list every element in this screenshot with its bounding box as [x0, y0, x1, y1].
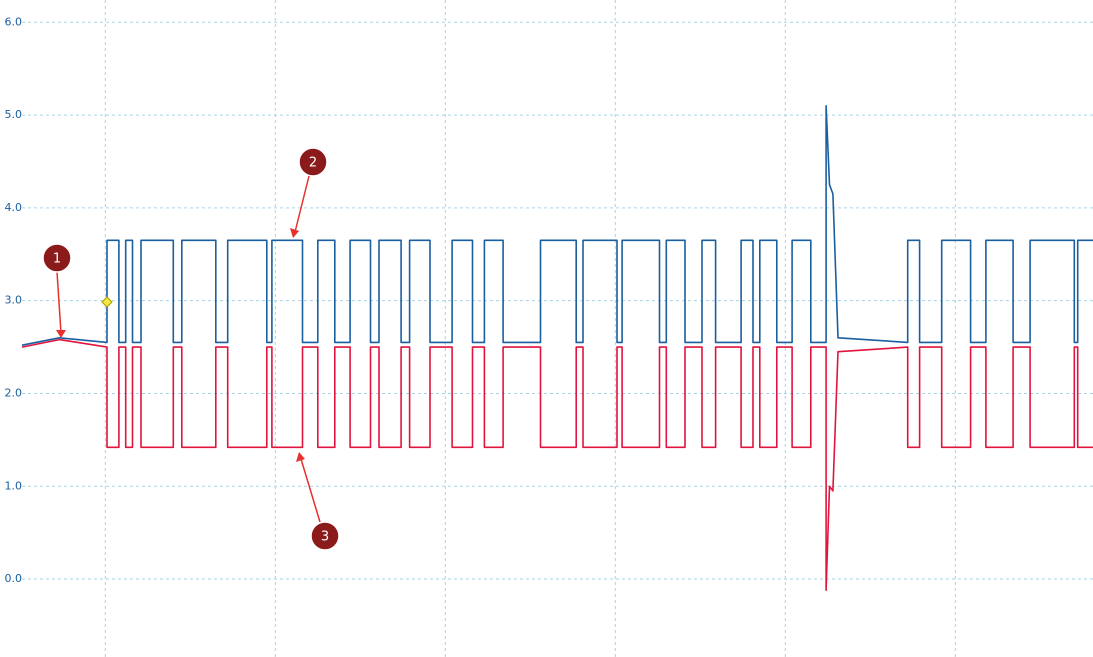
annotation-label: 3 [321, 530, 329, 545]
y-tick-label: 3.0 [5, 294, 23, 307]
annotation-label: 1 [53, 252, 61, 267]
arrow-head [56, 330, 66, 338]
y-tick-label: 0.0 [5, 572, 23, 585]
annotation: 3 [296, 452, 340, 551]
annotation-label: 2 [309, 156, 317, 171]
trace [21, 105, 1093, 346]
annotation-arrow [294, 175, 310, 233]
annotation: 1 [42, 243, 72, 338]
annotation-badge [42, 243, 72, 273]
y-tick-label: 4.0 [5, 201, 23, 214]
annotation-badge [298, 147, 328, 177]
y-tick-label: 2.0 [5, 386, 23, 399]
arrow-head [296, 452, 305, 462]
traces [21, 105, 1093, 592]
annotation-arrow [300, 458, 321, 523]
trigger-marker [101, 296, 113, 308]
annotation-badge [310, 521, 340, 551]
annotation: 2 [290, 147, 328, 238]
annotation-arrow [56, 271, 62, 334]
y-tick-label: 1.0 [5, 479, 23, 492]
arrow-head [290, 228, 299, 238]
y-tick-label: 6.0 [5, 15, 23, 28]
grid [22, 0, 1093, 657]
trace [21, 338, 1093, 592]
y-tick-label: 5.0 [5, 108, 23, 121]
